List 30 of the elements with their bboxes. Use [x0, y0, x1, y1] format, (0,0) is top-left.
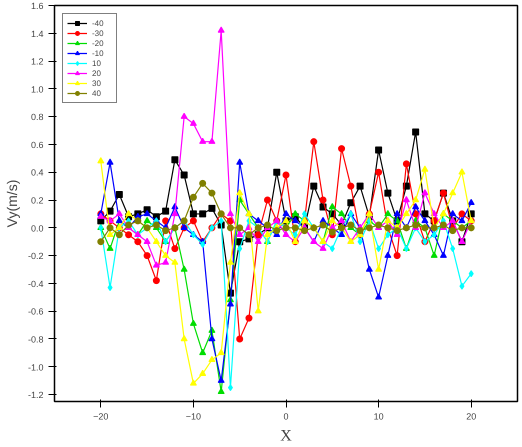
y-tick-label: -0.6: [28, 306, 44, 317]
legend-label: -20: [92, 38, 105, 48]
y-tick-label: -1.0: [28, 362, 44, 372]
x-tick-label: −20: [93, 412, 108, 422]
y-tick-label: -0.4: [28, 278, 44, 289]
legend-label: -10: [92, 48, 105, 58]
y-axis-title: Vy(m/s): [4, 180, 20, 228]
y-tick-label: -0.2: [28, 251, 44, 262]
y-tick-label: 1.4: [30, 28, 44, 39]
x-axis-title: X: [280, 428, 292, 444]
y-tick-label: 0.0: [30, 223, 44, 234]
legend-label: 10: [92, 58, 102, 68]
y-tick-label: 0.2: [30, 196, 44, 206]
legend-label: 40: [92, 88, 102, 98]
y-tick-label: -0.8: [28, 334, 44, 344]
y-tick-label: 0.4: [30, 168, 44, 178]
x-tick-label: 10: [374, 412, 384, 422]
y-tick-label: 1.6: [30, 1, 44, 11]
y-tick-label: 1.2: [30, 56, 44, 67]
y-tick-label: 0.8: [30, 112, 44, 122]
legend-label: -40: [92, 18, 105, 28]
legend-label: 20: [92, 68, 102, 78]
x-tick-label: 20: [466, 412, 476, 422]
legend-label: 30: [92, 78, 102, 88]
y-tick-label: 0.6: [30, 140, 44, 150]
y-tick-label: -1.2: [28, 390, 44, 400]
legend-label: -30: [92, 28, 105, 38]
x-tick-label: −10: [186, 412, 202, 422]
x-tick-label: 0: [283, 412, 289, 422]
y-tick-label: 1.0: [30, 84, 44, 94]
